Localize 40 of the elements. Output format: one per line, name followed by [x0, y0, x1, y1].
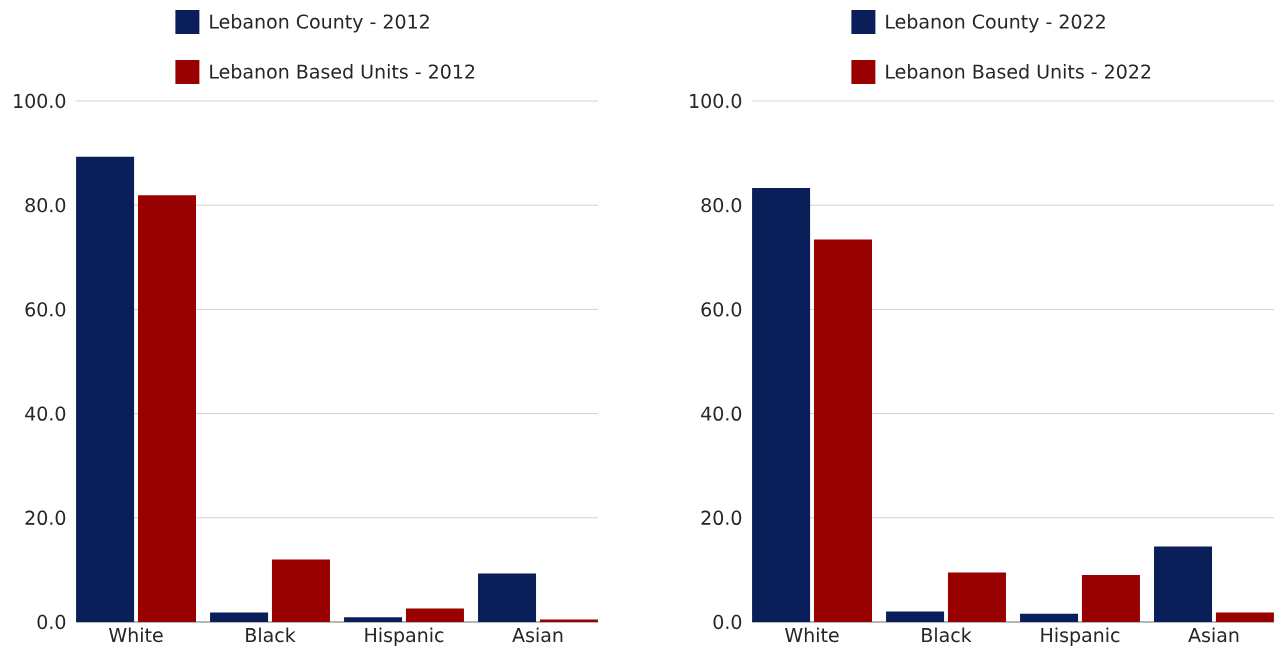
x-tick-label: Hispanic — [365, 627, 444, 646]
bar — [1154, 546, 1213, 622]
bar — [271, 559, 330, 622]
bar — [539, 619, 598, 622]
bar — [137, 195, 196, 622]
x-tick-label: White — [109, 627, 163, 643]
legend-label: Lebanon County - 2012 — [210, 14, 429, 33]
bar — [947, 572, 1006, 622]
y-tick-label: 60.0 — [701, 302, 742, 317]
y-tick-label: 40.0 — [701, 406, 742, 421]
bar — [76, 156, 135, 622]
y-tick-label: 60.0 — [25, 302, 66, 317]
x-tick-label: Hispanic — [1041, 627, 1120, 646]
bar — [813, 239, 872, 622]
y-tick-label: 20.0 — [701, 510, 742, 525]
bar — [344, 617, 403, 622]
y-tick-label: 100.0 — [690, 93, 742, 109]
y-tick-label: 100.0 — [14, 93, 66, 109]
y-tick-label: 0.0 — [713, 614, 742, 630]
bar — [405, 608, 464, 622]
legend-label: Lebanon County - 2022 — [886, 14, 1105, 33]
bar — [210, 612, 269, 622]
x-tick-label: White — [785, 627, 839, 643]
bar — [478, 573, 537, 622]
y-tick-label: 80.0 — [701, 198, 742, 213]
x-tick-label: Asian — [1188, 627, 1239, 643]
legend-label: Lebanon Based Units - 2012 — [210, 64, 475, 79]
y-tick-label: 80.0 — [25, 198, 66, 213]
bar — [1020, 613, 1079, 622]
x-tick-label: Black — [246, 627, 296, 643]
bar — [886, 611, 945, 622]
x-tick-label: Black — [922, 627, 972, 643]
bar — [752, 188, 811, 622]
y-tick-label: 20.0 — [25, 510, 66, 525]
legend-label: Lebanon Based Units - 2022 — [886, 64, 1151, 79]
bar — [1081, 575, 1140, 622]
y-tick-label: 40.0 — [25, 406, 66, 421]
x-tick-label: Asian — [512, 627, 563, 643]
bar — [1215, 612, 1274, 622]
y-tick-label: 0.0 — [37, 614, 66, 630]
